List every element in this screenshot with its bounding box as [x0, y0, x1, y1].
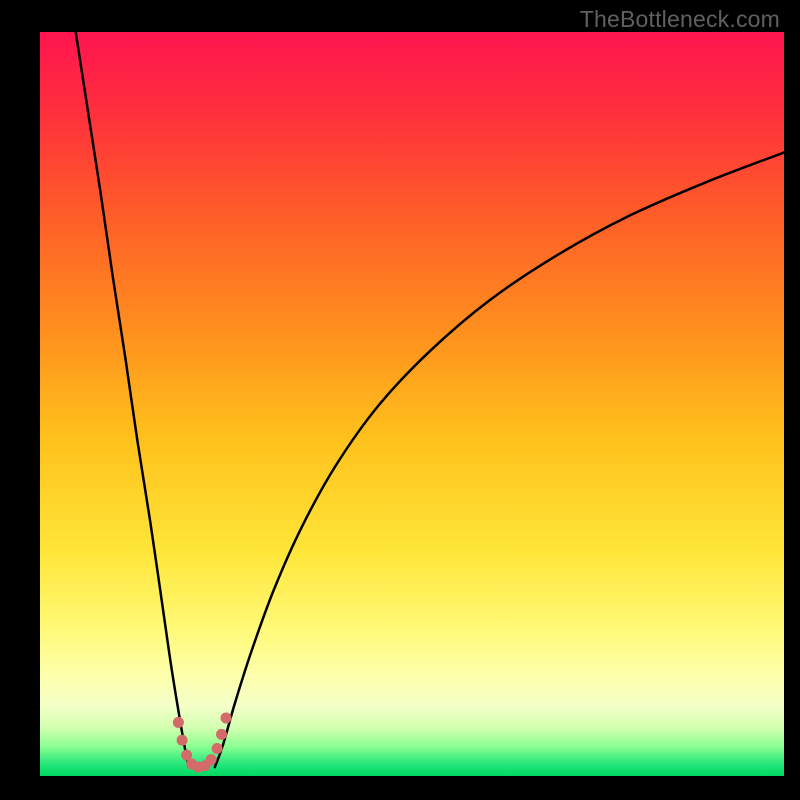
watermark-text: TheBottleneck.com [580, 6, 780, 33]
figure-container: TheBottleneck.com [0, 0, 800, 800]
plot-background [40, 32, 784, 776]
